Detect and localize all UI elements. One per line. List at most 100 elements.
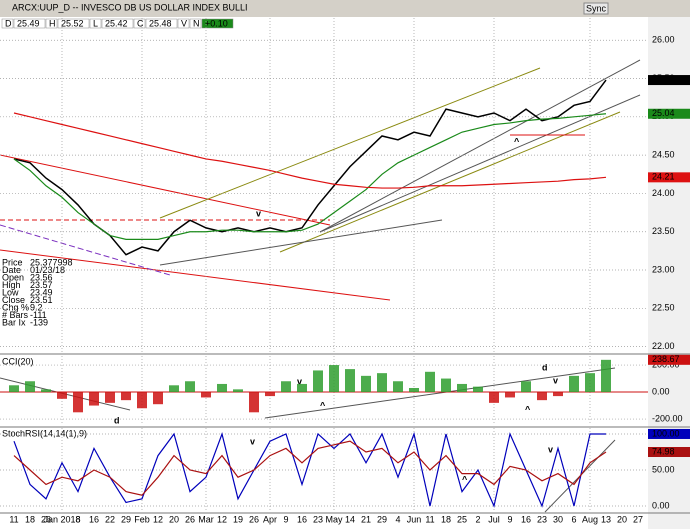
quote-text: +0.10 (205, 18, 228, 28)
x-tick-label: 26 (249, 514, 259, 524)
quote-text: H (49, 18, 56, 28)
bar (57, 392, 67, 399)
y-tick-label: 50.00 (652, 464, 675, 474)
info-value: -111 (30, 310, 47, 320)
bar (41, 389, 51, 393)
quote-cell (45, 18, 58, 29)
series-line (13, 79, 607, 256)
quote-cell (189, 18, 202, 29)
info-value: 23.49 (30, 287, 53, 297)
x-tick-label: 29 (121, 514, 131, 524)
price-tag-label: 25.04 (652, 108, 675, 118)
trendline (319, 59, 641, 233)
annotation: v (297, 376, 302, 386)
trendline (0, 154, 331, 226)
bar (537, 392, 547, 401)
annotation: ^ (462, 474, 468, 484)
x-tick-label: 26 (185, 514, 195, 524)
x-tick-label: 27 (633, 514, 643, 524)
bar (185, 381, 195, 393)
x-tick-label: 2 (475, 514, 480, 524)
quote-cell (201, 18, 234, 29)
annotation: v (256, 208, 261, 218)
x-tick-label: 29 (377, 514, 387, 524)
bar (521, 381, 531, 393)
bar (441, 378, 451, 393)
bar (313, 370, 323, 393)
info-label: Date (2, 265, 21, 275)
info-value: 23.56 (30, 272, 53, 282)
quote-text: 25.42 (105, 18, 128, 28)
trendlines (0, 59, 641, 513)
bar (105, 392, 115, 403)
y-tick-label: 23.00 (652, 264, 675, 274)
bar (73, 392, 83, 413)
x-tick-label: 13 (601, 514, 611, 524)
price-tag (648, 428, 690, 439)
x-tick-label: 19 (233, 514, 243, 524)
trendline (159, 219, 443, 266)
x-tick-label: 26 (41, 514, 51, 524)
y-tick-label: 0.00 (652, 386, 670, 396)
info-label: Low (2, 287, 19, 297)
quote-cell (145, 18, 178, 29)
series-line (13, 112, 607, 189)
y-tick-label: 24.50 (652, 149, 675, 159)
bar (361, 375, 371, 393)
quote-cell (13, 18, 46, 29)
price-tag-label: 100.00 (652, 428, 680, 438)
quote-cell (89, 18, 102, 29)
x-tick-label: 4 (395, 514, 400, 524)
bar (457, 383, 467, 393)
y-tick-label: 22.50 (652, 303, 675, 313)
y-tick-label: 23.50 (652, 226, 675, 236)
info-label: High (2, 280, 21, 290)
y-tick-label: 22.00 (652, 341, 675, 351)
trendline (264, 367, 616, 419)
bar (153, 392, 163, 405)
panel-title: CCI(20) (2, 356, 34, 366)
price-tag (648, 172, 690, 183)
quote-text: 25.48 (149, 18, 172, 28)
sync-label[interactable]: Sync (586, 3, 607, 13)
bar (169, 385, 179, 393)
annotation: ^ (514, 136, 520, 146)
x-tick-label: Aug (582, 514, 598, 524)
x-tick-label: 20 (169, 514, 179, 524)
price-tag-label: 25.48 (652, 74, 675, 84)
price-tag (648, 108, 690, 119)
x-tick-label: 9 (283, 514, 288, 524)
quote-text: 25.52 (61, 18, 84, 28)
info-value: 25.377998 (30, 257, 73, 267)
panel-title: StochRSI(14,14(1),9) (2, 428, 87, 438)
quote-cell (133, 18, 146, 29)
info-label: Price (2, 257, 23, 267)
quote-text: N (193, 18, 200, 28)
info-value: 23.57 (30, 280, 53, 290)
x-tick-label: 11 (425, 514, 434, 524)
x-tick-label: 18 (441, 514, 451, 524)
trendline (0, 249, 391, 301)
title-bar (0, 0, 690, 17)
quote-cell (177, 18, 190, 29)
x-tick-label: 6 (571, 514, 576, 524)
annotation: d (114, 415, 120, 425)
x-tick-label: Jan 2018 (43, 514, 80, 524)
info-value: 23.51 (30, 295, 53, 305)
x-tick-label: Feb (134, 514, 150, 524)
trendline (0, 224, 171, 276)
price-tag-label: 74.98 (652, 446, 675, 456)
sync-button[interactable] (583, 2, 609, 15)
x-tick-label: 25 (457, 514, 467, 524)
x-tick-label: 8 (75, 514, 80, 524)
series-line (13, 113, 607, 240)
y-tick-label: 26.00 (652, 35, 675, 45)
x-tick-label: 16 (89, 514, 99, 524)
annotation: ^ (525, 404, 531, 414)
trendline (319, 94, 641, 233)
x-tick-label: Mar (198, 514, 214, 524)
quote-text: 25.49 (17, 18, 40, 28)
bar (425, 371, 435, 393)
bar (201, 392, 211, 398)
